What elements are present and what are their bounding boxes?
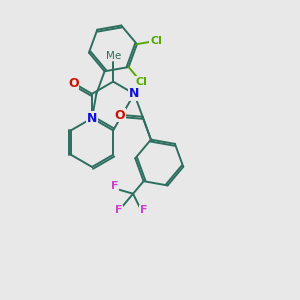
Text: N: N <box>129 87 140 100</box>
Text: F: F <box>116 205 123 215</box>
Text: Me: Me <box>106 51 121 61</box>
Text: F: F <box>140 205 147 215</box>
Text: Cl: Cl <box>135 77 147 87</box>
Text: O: O <box>68 76 79 90</box>
Text: Cl: Cl <box>150 36 162 46</box>
Text: O: O <box>114 109 125 122</box>
Text: N: N <box>87 112 97 125</box>
Text: F: F <box>111 181 119 191</box>
